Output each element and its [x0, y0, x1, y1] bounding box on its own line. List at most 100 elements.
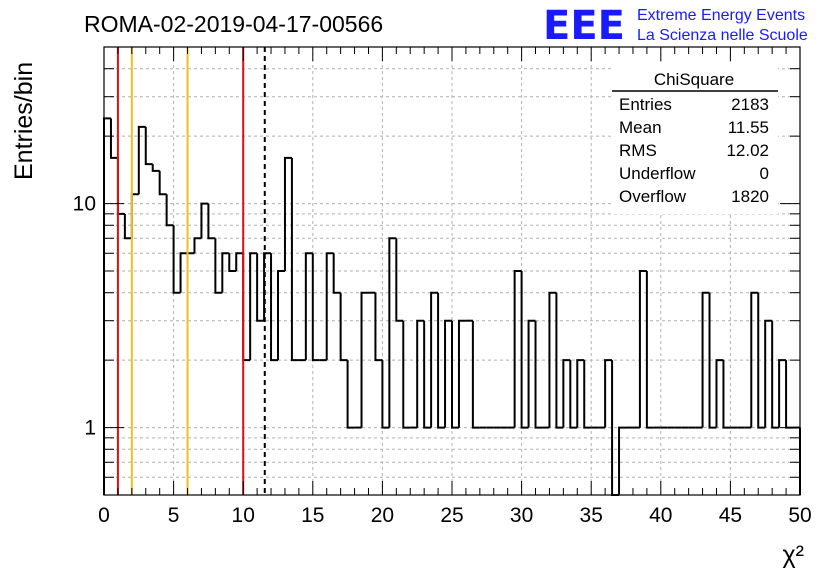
histogram-bin	[214, 238, 223, 294]
histogram-bin	[311, 253, 320, 362]
stat-label: Underflow	[619, 164, 696, 183]
histogram-bin	[283, 156, 292, 271]
histogram-bin	[562, 359, 571, 428]
histogram-bin	[645, 271, 654, 429]
histogram-bin	[722, 360, 731, 429]
histogram-bin	[395, 238, 404, 322]
logo-letters: EEE	[543, 3, 625, 49]
histogram-bin	[123, 213, 132, 240]
x-axis-label: χ²	[783, 541, 804, 569]
histogram-bin	[172, 225, 181, 294]
histogram-bin	[165, 194, 174, 227]
stats-box: ChiSquare Entries 2183 Mean 11.55 RMS 12.02 Un…	[612, 64, 778, 214]
y-tick-label: 1	[84, 417, 96, 440]
histogram-bin	[513, 270, 522, 428]
histogram-bin	[444, 319, 452, 428]
histogram-bin	[158, 170, 167, 196]
x-tick-label: 50	[788, 504, 811, 527]
x-tick-label: 10	[232, 504, 255, 527]
histogram-bin	[569, 360, 578, 429]
histogram-bin	[457, 319, 466, 428]
stat-label: Entries	[619, 95, 672, 114]
histogram-bin	[235, 252, 244, 271]
stat-label: RMS	[619, 141, 657, 160]
histogram-bin	[332, 253, 341, 294]
x-tick-label: 15	[301, 504, 324, 527]
stats-title: ChiSquare	[654, 70, 734, 89]
histogram-bin	[277, 270, 285, 361]
histogram-bin	[715, 359, 724, 428]
histogram-bin	[263, 252, 272, 321]
histogram-bin	[144, 126, 153, 166]
histogram-bin	[451, 320, 459, 429]
stats-background	[612, 64, 778, 214]
histogram-bin	[304, 252, 313, 361]
histogram-bin	[527, 319, 536, 428]
histogram-bin	[179, 252, 188, 293]
histogram-bin	[701, 291, 710, 428]
tick-labels: 0 5 10 15 20 25 30 35 40 45 50 1 10	[73, 193, 812, 527]
histogram-bin	[534, 320, 543, 429]
stats-rows: Entries 2183 Mean 11.55 RMS 12.02 Underflow 0 Ov…	[619, 95, 769, 206]
histogram-bin	[437, 292, 446, 429]
stat-value: 0	[760, 164, 769, 183]
histogram-bin	[520, 271, 529, 429]
histogram-bin	[193, 237, 202, 254]
x-tick-label: 35	[580, 504, 603, 527]
stat-label: Overflow	[619, 187, 687, 206]
x-tick-label: 20	[371, 504, 394, 527]
histogram-bin	[381, 360, 390, 429]
histogram-bin	[207, 203, 216, 240]
histogram-bin	[618, 426, 626, 495]
histogram-bin	[151, 164, 160, 172]
histogram-bin	[750, 291, 759, 428]
axis-ticks	[103, 46, 801, 496]
histogram-bin	[423, 320, 432, 429]
histogram-bin	[416, 319, 425, 428]
histogram-bin	[221, 252, 230, 293]
histogram-bin	[638, 270, 647, 428]
logo-line2: La Scienza nelle Scuole	[637, 27, 808, 44]
histogram-bin	[346, 360, 355, 429]
histogram-bin	[764, 319, 773, 428]
histogram-bin	[116, 157, 125, 215]
histogram-bin	[109, 118, 118, 159]
histogram-bin	[360, 291, 369, 428]
x-tick-label: 40	[649, 504, 672, 527]
x-tick-label: 30	[510, 504, 533, 527]
x-tick-label: 45	[719, 504, 742, 527]
histogram-bin	[708, 292, 717, 429]
histogram-bin	[270, 253, 278, 362]
stat-value: 2183	[731, 95, 769, 114]
y-axis-label: Entries/bin	[10, 62, 38, 180]
run-title: ROMA-02-2019-04-17-00566	[84, 11, 383, 37]
x-tick-label: 25	[440, 504, 463, 527]
histogram-bin	[290, 157, 299, 362]
y-tick-label: 10	[73, 193, 96, 216]
histogram-bin	[339, 292, 348, 362]
histogram-bin	[325, 252, 334, 361]
histogram-bin	[242, 253, 251, 362]
stat-value: 1820	[731, 187, 769, 206]
histogram-bin	[130, 193, 139, 239]
histogram-bin	[249, 252, 258, 361]
histogram-bin	[388, 237, 397, 428]
histogram-bin	[137, 125, 146, 195]
histogram-bin	[103, 117, 111, 495]
histogram-bin	[555, 292, 564, 429]
histogram-bin	[228, 253, 237, 272]
stat-value: 12.02	[726, 141, 769, 160]
logo-line1: Extreme Energy Events	[637, 7, 805, 24]
histogram-bin	[402, 320, 411, 429]
histogram-bin	[200, 202, 209, 239]
histogram-bin	[471, 320, 480, 429]
histogram-bin	[548, 291, 557, 428]
histogram-bin	[785, 360, 794, 429]
histogram-bin	[604, 359, 613, 428]
eee-logo: EEE Extreme Energy Events La Scienza nel…	[543, 3, 808, 49]
histogram-bin	[771, 320, 780, 429]
reference-lines	[116, 47, 266, 495]
histogram-bin	[778, 359, 787, 428]
histogram-bin	[583, 360, 592, 429]
